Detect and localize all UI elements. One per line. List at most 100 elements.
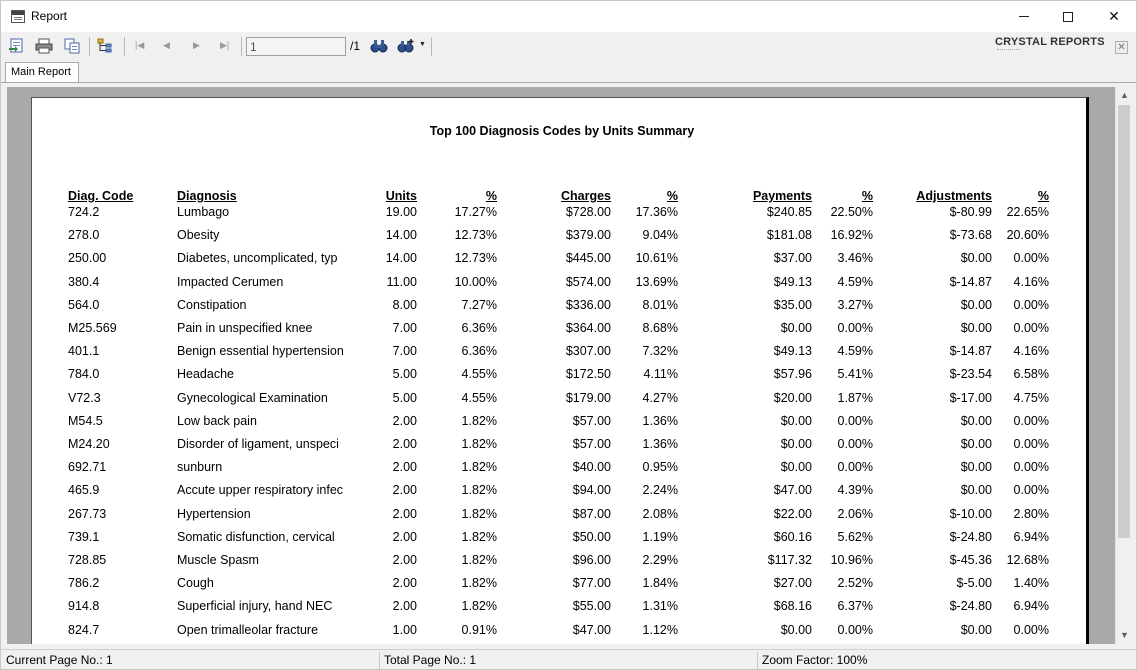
- header-diagnosis: Diagnosis: [177, 189, 237, 203]
- cell-units: 2.00: [392, 413, 417, 428]
- cell-payments-pct: 0.00%: [837, 622, 873, 637]
- cell-adjustments-pct: 4.75%: [1013, 390, 1049, 405]
- zoom-icon[interactable]: [397, 38, 415, 54]
- cell-charges: $96.00: [572, 553, 611, 567]
- find-icon[interactable]: [370, 38, 388, 54]
- cell-charges: $57.00: [572, 413, 611, 428]
- status-current-page: Current Page No.: 1: [6, 653, 113, 667]
- cell-adjustments-pct: 0.00%: [1013, 321, 1049, 335]
- cell-adjustments: $-80.99: [949, 205, 992, 219]
- cell-charges-pct: 1.84%: [642, 576, 678, 591]
- cell-payments: $20.00: [773, 390, 812, 405]
- cell-code: 380.4: [68, 274, 100, 289]
- cell-code: 401.1: [68, 344, 100, 359]
- cell-payments: $47.00: [773, 483, 812, 498]
- maximize-button[interactable]: [1045, 1, 1091, 32]
- cell-units-pct: 6.36%: [461, 344, 497, 359]
- tab-main-report[interactable]: Main Report: [5, 62, 79, 83]
- cell-payments-pct: 5.62%: [837, 529, 873, 544]
- cell-payments-pct: 4.59%: [837, 344, 873, 359]
- header-charges: Charges: [560, 189, 611, 203]
- page-number-input[interactable]: [246, 37, 346, 56]
- chevron-down-icon[interactable]: ▼: [419, 41, 426, 48]
- cell-units-pct: 7.27%: [461, 297, 497, 312]
- cell-adjustments: $0.00: [960, 297, 992, 312]
- cell-payments-pct: 1.87%: [837, 390, 873, 405]
- cell-units: 5.00: [392, 367, 417, 382]
- cell-units: 2.00: [392, 553, 417, 567]
- cell-units-pct: 1.82%: [461, 483, 497, 498]
- cell-charges-pct: 7.32%: [642, 344, 678, 359]
- cell-payments-pct: 5.41%: [837, 367, 873, 382]
- status-bar: Current Page No.: 1 Total Page No.: 1 Zo…: [1, 649, 1136, 669]
- cell-charges-pct: 1.31%: [642, 599, 678, 614]
- cell-diagnosis: Impacted Cerumen: [177, 274, 284, 289]
- scroll-down-icon[interactable]: ▼: [1120, 630, 1129, 640]
- cell-charges: $57.00: [572, 437, 611, 451]
- close-tab-button[interactable]: ✕: [1115, 41, 1128, 54]
- cell-adjustments-pct: 0.00%: [1013, 297, 1049, 312]
- cell-code: 250.00: [68, 251, 107, 266]
- minimize-button[interactable]: [1001, 1, 1047, 32]
- vertical-scrollbar[interactable]: ▲ ▼: [1115, 87, 1132, 644]
- cell-payments: $0.00: [780, 622, 812, 637]
- report-viewer[interactable]: Top 100 Diagnosis Codes by Units Summary…: [7, 87, 1115, 644]
- status-zoom: Zoom Factor: 100%: [762, 653, 868, 667]
- cell-adjustments: $0.00: [960, 413, 992, 428]
- cell-units: 2.00: [392, 529, 417, 544]
- cell-code: M24.20: [68, 437, 110, 451]
- cell-diagnosis: Diabetes, uncomplicated, typ: [177, 251, 338, 266]
- cell-code: 739.1: [68, 529, 100, 544]
- cell-code: M54.5: [68, 413, 103, 428]
- first-page-icon[interactable]: |◀: [135, 40, 145, 50]
- cell-code: 914.8: [68, 599, 100, 614]
- print-icon[interactable]: [35, 38, 53, 54]
- cell-code: 724.2: [68, 205, 100, 219]
- cell-payments: $22.00: [773, 506, 812, 521]
- last-page-icon[interactable]: ▶|: [220, 40, 230, 50]
- cell-charges-pct: 0.95%: [642, 460, 678, 475]
- prev-page-icon[interactable]: ◀: [163, 40, 170, 50]
- cell-payments: $117.32: [767, 553, 812, 567]
- next-page-icon[interactable]: ▶: [193, 40, 200, 50]
- cell-adjustments: $-45.36: [949, 553, 992, 567]
- cell-adjustments-pct: 22.65%: [1006, 205, 1049, 219]
- cell-adjustments: $-17.00: [949, 390, 992, 405]
- cell-charges: $40.00: [572, 460, 611, 475]
- cell-adjustments: $-10.00: [949, 506, 992, 521]
- cell-payments-pct: 10.96%: [830, 553, 873, 567]
- cell-units-pct: 1.82%: [461, 576, 497, 591]
- cell-payments-pct: 2.06%: [837, 506, 873, 521]
- cell-charges-pct: 1.36%: [642, 413, 678, 428]
- cell-adjustments: $-5.00: [956, 576, 992, 591]
- group-tree-icon[interactable]: [97, 38, 115, 54]
- scrollbar-thumb[interactable]: [1118, 105, 1130, 538]
- cell-payments-pct: 2.52%: [837, 576, 873, 591]
- cell-units: 11.00: [386, 274, 417, 289]
- cell-adjustments: $0.00: [960, 321, 992, 335]
- cell-code: V72.3: [68, 390, 101, 405]
- header-units: Units: [385, 189, 417, 203]
- cell-payments: $0.00: [780, 321, 812, 335]
- cell-adjustments-pct: 4.16%: [1013, 344, 1049, 359]
- cell-adjustments: $0.00: [960, 460, 992, 475]
- copy-icon[interactable]: [63, 38, 81, 54]
- export-icon[interactable]: [8, 38, 26, 54]
- cell-adjustments-pct: 0.00%: [1013, 413, 1049, 428]
- cell-units-pct: 6.36%: [461, 321, 497, 335]
- cell-adjustments-pct: 0.00%: [1013, 622, 1049, 637]
- tab-divider: [1, 82, 1136, 83]
- close-window-button[interactable]: ✕: [1091, 1, 1136, 32]
- cell-charges-pct: 4.11%: [643, 367, 678, 382]
- header-charges-pct: %: [666, 189, 678, 203]
- cell-diagnosis: Cough: [177, 576, 214, 591]
- toolbar: |◀ ◀ ▶ ▶| /1 ▼ CRYSTAL REPORTS: [1, 32, 1136, 60]
- cell-payments: $49.13: [773, 274, 812, 289]
- cell-payments: $68.16: [773, 599, 812, 614]
- cell-diagnosis: Accute upper respiratory infec: [177, 483, 344, 498]
- cell-charges: $77.00: [572, 576, 611, 591]
- scroll-up-icon[interactable]: ▲: [1120, 90, 1129, 100]
- cell-charges-pct: 13.69%: [635, 274, 678, 289]
- cell-units: 2.00: [392, 483, 417, 498]
